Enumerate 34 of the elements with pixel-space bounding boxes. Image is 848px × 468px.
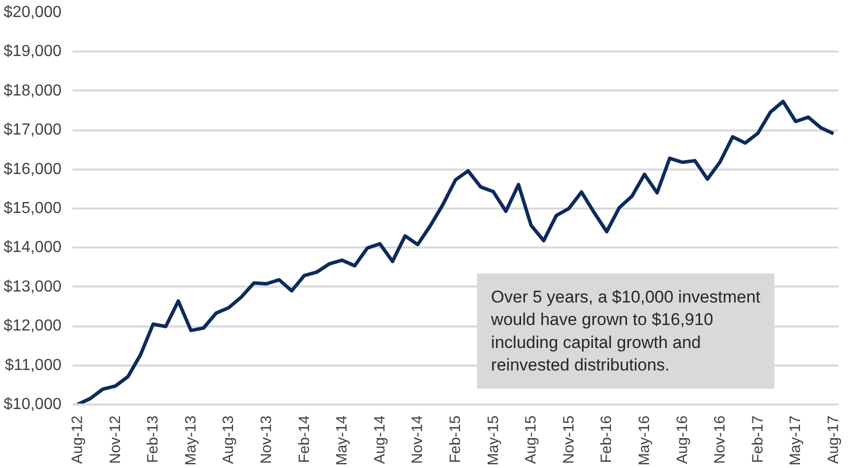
y-tick-label: $10,000 [4, 396, 62, 413]
y-tick-label: $17,000 [4, 122, 62, 139]
annotation: Over 5 years, a $10,000 investment would have grown to $16,910 including capital growth and reinvested distributions. [490, 287, 761, 375]
x-tick-label: May-17 [787, 415, 804, 466]
x-tick-label: Aug-17 [824, 415, 842, 464]
y-tick-label: $20,000 [4, 4, 62, 21]
x-tick-label: May-16 [636, 415, 653, 466]
y-tick-label: $14,000 [4, 239, 62, 256]
y-tick-label: $19,000 [4, 43, 62, 60]
x-tick-label: Feb-15 [447, 415, 464, 464]
x-tick-label: Nov-13 [258, 415, 276, 464]
x-tick-label: Feb-14 [296, 415, 313, 464]
y-tick-label: $15,000 [4, 200, 62, 217]
y-tick-label: $12,000 [4, 318, 62, 335]
x-tick-label: Aug-16 [674, 415, 691, 464]
x-tick-label: Feb-13 [144, 415, 162, 464]
line-series [76, 100, 836, 404]
y-tick-label: $13,000 [4, 278, 62, 296]
x-tick-label: Aug-14 [371, 415, 388, 464]
y-tick-label: $11,000 [4, 356, 62, 374]
x-tick-label: Nov-15 [560, 415, 578, 464]
x-tick-label: Nov-16 [712, 415, 729, 464]
x-tick-label: Feb-17 [749, 415, 766, 464]
x-tick-label: May-14 [334, 415, 351, 466]
x-tick-label: Aug-12 [69, 415, 86, 464]
y-tick-label: $18,000 [4, 82, 62, 100]
y-tick-label: $16,000 [4, 160, 62, 178]
x-tick-label: Aug-15 [522, 415, 540, 464]
x-tick-label: Feb-16 [598, 415, 616, 464]
x-tick-label: Nov-12 [106, 415, 124, 464]
x-tick-label: Aug-13 [220, 415, 238, 464]
x-tick-label: Nov-14 [409, 415, 426, 464]
x-tick-label: May-15 [484, 415, 502, 466]
x-tick-label: May-13 [182, 415, 200, 466]
